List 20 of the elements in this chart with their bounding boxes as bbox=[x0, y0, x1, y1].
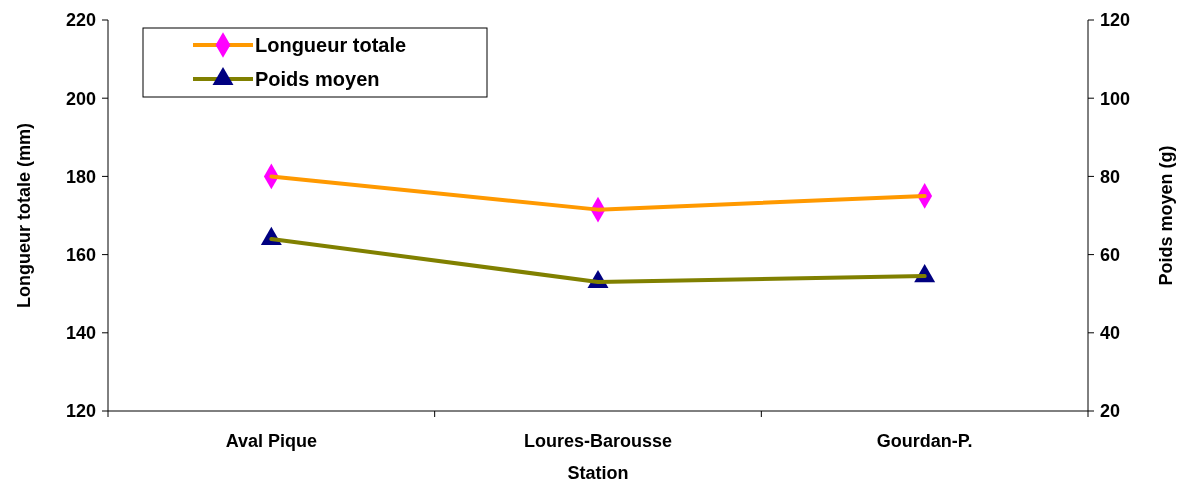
y-tick-label: 200 bbox=[65, 88, 96, 109]
y-tick-label: 120 bbox=[65, 401, 96, 422]
y2-tick-label: 120 bbox=[1100, 10, 1131, 31]
y2-tick-label: 80 bbox=[1100, 166, 1121, 187]
y2-tick-label: 40 bbox=[1100, 323, 1121, 344]
y2-axis-title: Poids moyen (g) bbox=[1156, 145, 1176, 286]
legend-label: Poids moyen bbox=[255, 68, 380, 90]
legend-label: Longueur totale bbox=[255, 34, 407, 56]
y-axis-title: Longueur totale (mm) bbox=[14, 123, 34, 308]
x-axis-title: Station bbox=[567, 463, 629, 483]
x-tick-label: Loures-Barousse bbox=[523, 431, 673, 451]
x-tick-label: Aval Pique bbox=[225, 431, 318, 451]
y-tick-label: 160 bbox=[65, 244, 96, 265]
y2-tick-label: 20 bbox=[1100, 401, 1121, 422]
y-tick-label: 180 bbox=[65, 166, 96, 187]
y2-tick-label: 100 bbox=[1100, 88, 1131, 109]
y2-tick-label: 60 bbox=[1100, 244, 1121, 265]
y-tick-label: 140 bbox=[65, 323, 96, 344]
y-tick-label: 220 bbox=[65, 10, 96, 31]
x-tick-label: Gourdan-P. bbox=[876, 431, 973, 451]
